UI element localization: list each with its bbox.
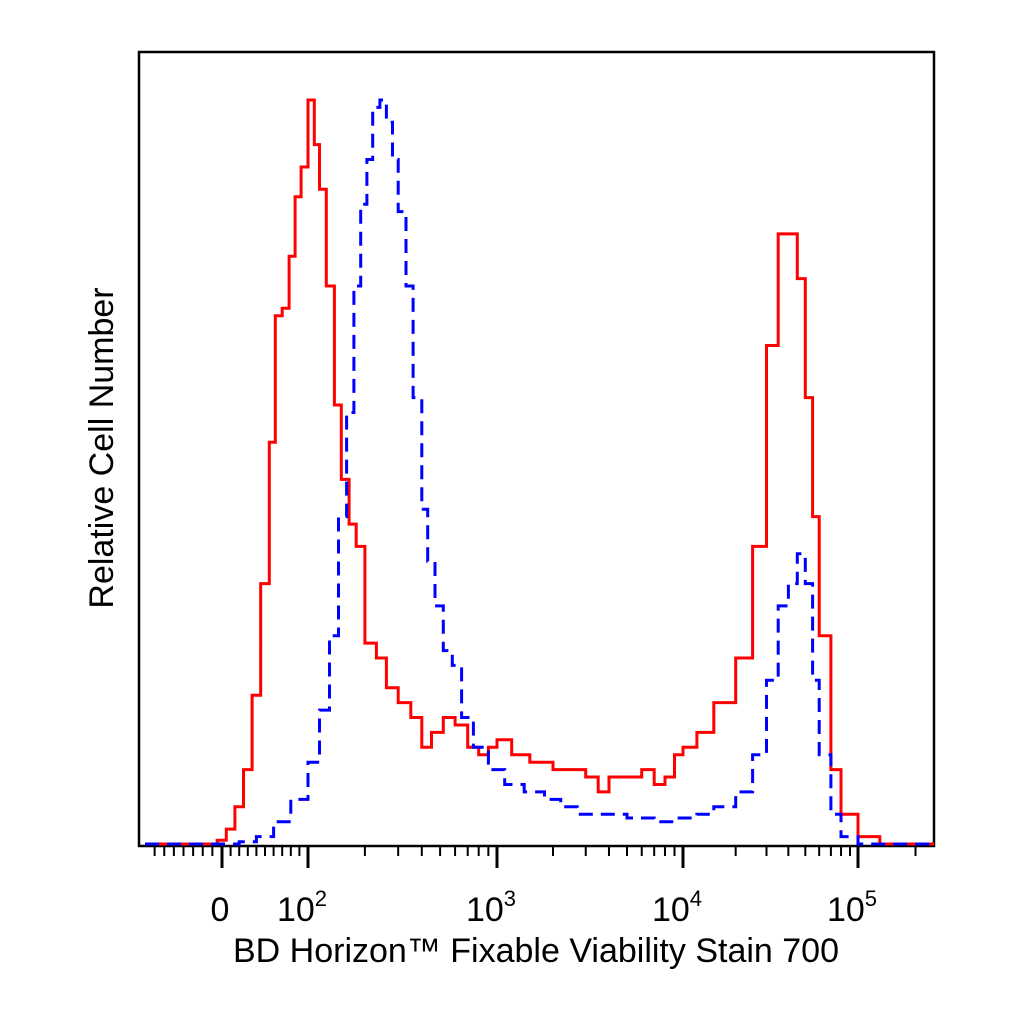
x-tick-label: 102 xyxy=(277,886,327,929)
series-line-blue xyxy=(145,98,934,846)
x-axis-title: BD Horizon™ Fixable Viability Stain 700 xyxy=(233,932,839,970)
x-tick-label: 103 xyxy=(466,886,516,929)
y-axis-title: Relative Cell Number xyxy=(83,287,121,608)
x-tick-label: 0 xyxy=(211,891,230,929)
series-line-red xyxy=(145,98,934,846)
major-ticks xyxy=(220,846,860,868)
x-tick-labels: 0 102 103 104 105 xyxy=(211,886,878,929)
plot-frame xyxy=(137,50,936,848)
series-layer xyxy=(145,98,934,846)
x-tick-label: 105 xyxy=(827,886,877,929)
minor-ticks xyxy=(153,846,917,856)
x-tick-label: 104 xyxy=(652,886,702,929)
